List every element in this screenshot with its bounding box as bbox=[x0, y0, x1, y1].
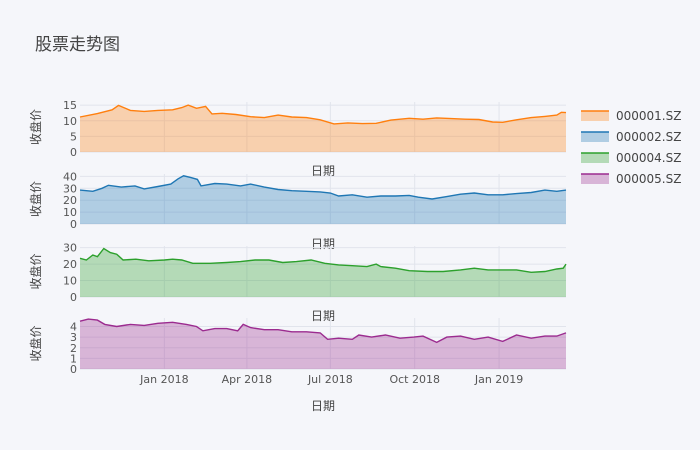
legend-item-000005.SZ[interactable]: 000005.SZ bbox=[581, 172, 681, 186]
legend-swatch-fill bbox=[581, 132, 609, 142]
y-tick-label: 0 bbox=[70, 218, 77, 231]
y-axis-title: 收盘价 bbox=[28, 325, 43, 361]
x-tick-label: Oct 2018 bbox=[389, 373, 440, 386]
chart-title: 股票走势图 bbox=[35, 35, 120, 55]
y-axis-title: 收盘价 bbox=[28, 181, 43, 217]
legend-item-000001.SZ[interactable]: 000001.SZ bbox=[581, 109, 681, 123]
x-axis-title: 日期 bbox=[311, 309, 335, 323]
series-line-000002.SZ bbox=[79, 175, 567, 200]
legend[interactable]: 000001.SZ 000002.SZ 000004.SZ 000005.SZ bbox=[581, 109, 681, 186]
y-tick-label: 15 bbox=[63, 99, 77, 112]
legend-label: 000005.SZ bbox=[616, 172, 681, 186]
series-line-000005.SZ bbox=[79, 318, 567, 344]
y-tick-label: 0 bbox=[70, 146, 77, 159]
area-fill-000002.SZ bbox=[80, 175, 566, 224]
x-tick-label: Jan 2018 bbox=[139, 373, 188, 386]
y-tick-label: 1 bbox=[70, 352, 77, 365]
y-tick-label: 10 bbox=[63, 275, 77, 288]
y-tick-label: 30 bbox=[63, 182, 77, 195]
y-tick-label: 0 bbox=[70, 363, 77, 376]
x-tick-label: Jan 2019 bbox=[474, 373, 523, 386]
y-tick-label: 10 bbox=[63, 206, 77, 219]
area-fill-000004.SZ bbox=[80, 248, 566, 297]
legend-swatch-fill bbox=[581, 153, 609, 163]
y-tick-label: 2 bbox=[70, 342, 77, 355]
y-tick-label: 10 bbox=[63, 115, 77, 128]
x-tick-label: Jul 2018 bbox=[307, 373, 353, 386]
legend-item-000002.SZ[interactable]: 000002.SZ bbox=[581, 130, 681, 144]
legend-swatch-fill bbox=[581, 111, 609, 121]
series-line-000001.SZ bbox=[79, 104, 567, 125]
x-axis-title: 日期 bbox=[311, 399, 335, 413]
legend-item-000004.SZ[interactable]: 000004.SZ bbox=[581, 151, 681, 165]
legend-label: 000001.SZ bbox=[616, 109, 681, 123]
y-tick-label: 5 bbox=[70, 130, 77, 143]
y-tick-label: 20 bbox=[63, 258, 77, 271]
x-axis-title: 日期 bbox=[311, 237, 335, 251]
y-tick-label: 40 bbox=[63, 170, 77, 183]
legend-label: 000004.SZ bbox=[616, 151, 681, 165]
y-tick-label: 0 bbox=[70, 291, 77, 304]
y-axis-title: 收盘价 bbox=[28, 109, 43, 145]
y-tick-label: 20 bbox=[63, 194, 77, 207]
area-fill-000001.SZ bbox=[80, 105, 566, 152]
subplot-panels: 051015收盘价日期010203040收盘价日期0102030收盘价日期012… bbox=[28, 99, 567, 413]
y-tick-label: 4 bbox=[70, 321, 77, 334]
y-tick-label: 3 bbox=[70, 331, 77, 344]
y-axis-title: 收盘价 bbox=[28, 253, 43, 289]
legend-swatch-fill bbox=[581, 174, 609, 184]
series-line-000004.SZ bbox=[79, 247, 567, 274]
x-tick-label: Apr 2018 bbox=[222, 373, 273, 386]
area-fill-000005.SZ bbox=[80, 319, 566, 369]
y-tick-label: 30 bbox=[63, 242, 77, 255]
legend-label: 000002.SZ bbox=[616, 130, 681, 144]
x-axis-title: 日期 bbox=[311, 164, 335, 178]
